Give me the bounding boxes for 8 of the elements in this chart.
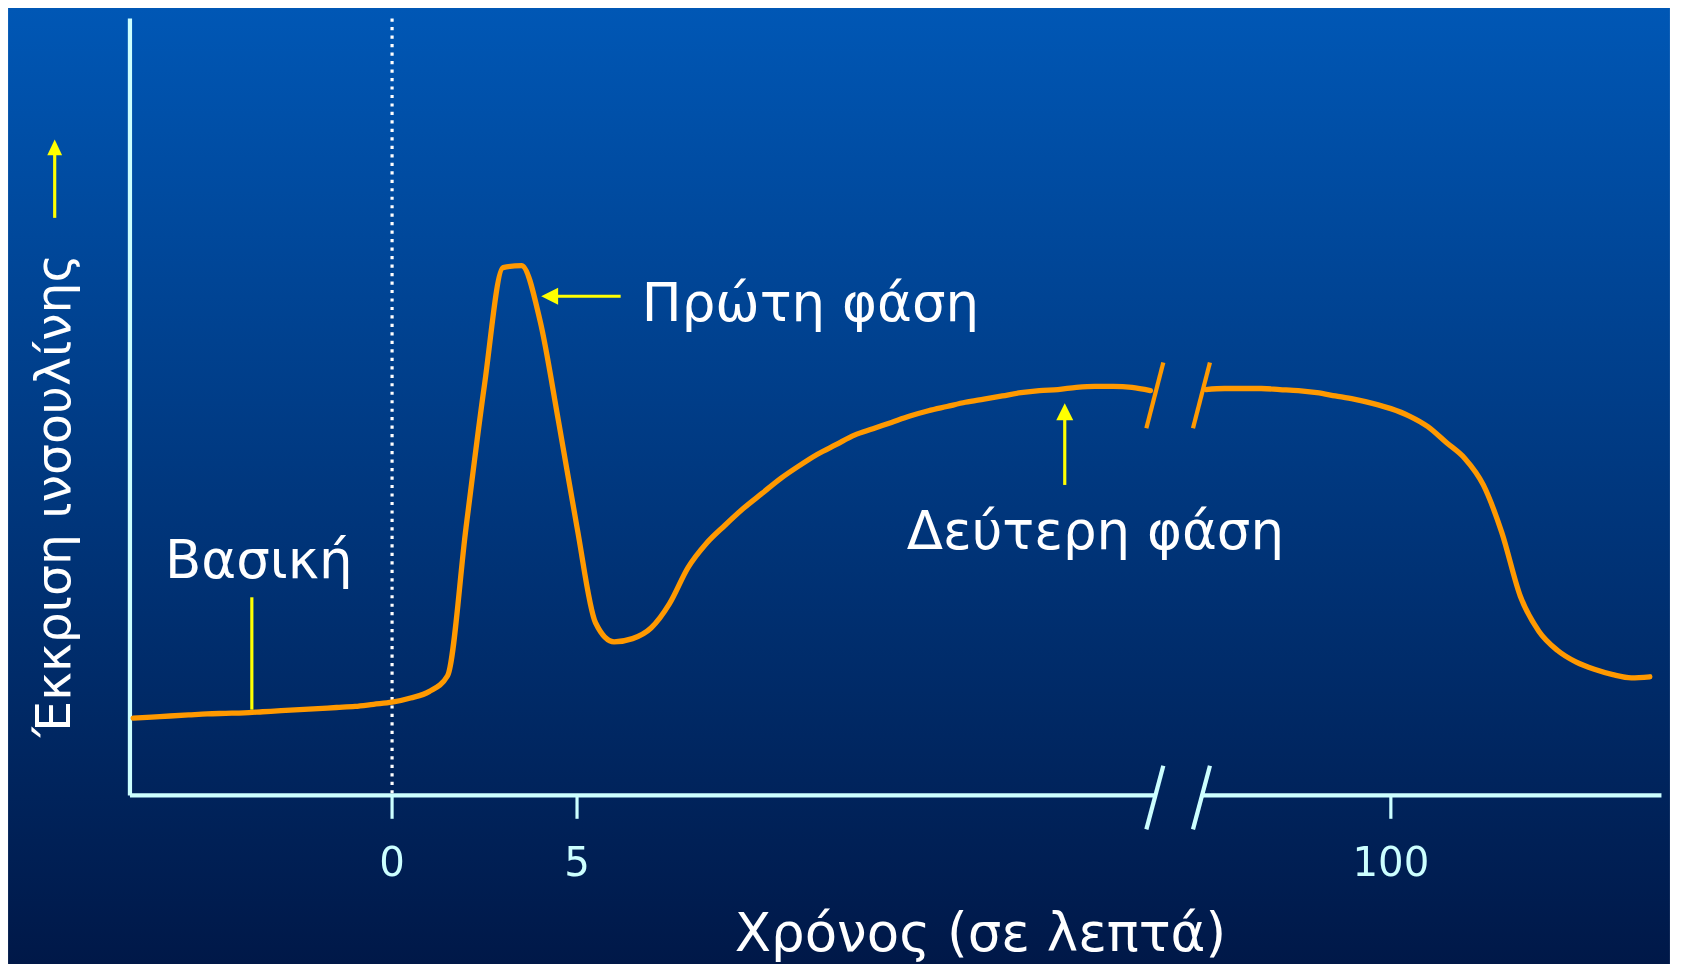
annotation: Βασική <box>164 529 353 591</box>
x-tick-label: 5 <box>564 839 590 886</box>
annotation: Δεύτερη φάση <box>906 499 1285 561</box>
y-axis-title: Έκκριση ινσουλίνης <box>24 253 81 739</box>
annotation: Πρώτη φάση <box>641 271 980 333</box>
x-axis-title: Χρόνος (σε λεπτά) <box>734 902 1227 964</box>
x-tick-label: 0 <box>379 839 405 886</box>
x-tick-label: 100 <box>1352 839 1430 886</box>
